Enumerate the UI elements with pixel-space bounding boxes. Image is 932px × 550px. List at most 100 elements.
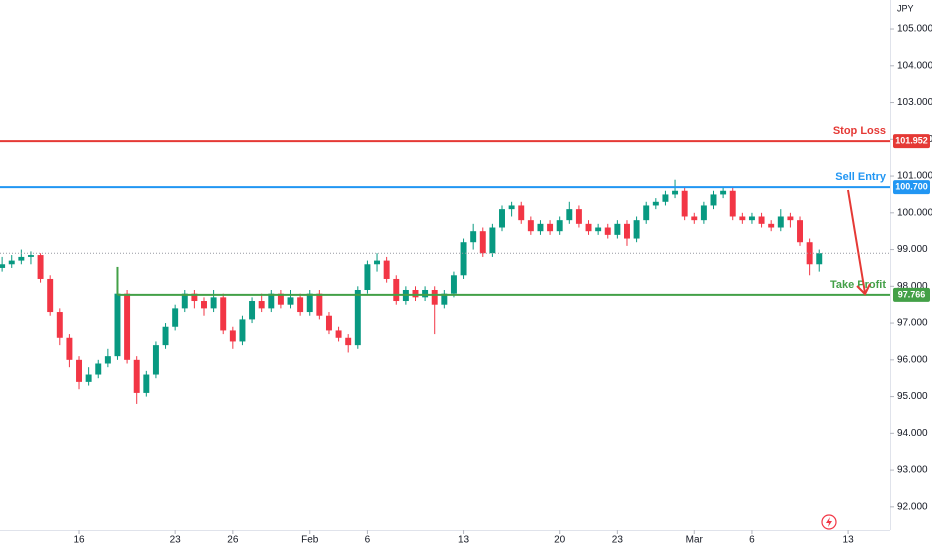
- candle-body: [720, 190, 727, 195]
- x-tick-label: 13: [843, 535, 855, 546]
- candle-body: [710, 194, 717, 206]
- candle-body: [700, 205, 707, 221]
- candle-body: [566, 209, 573, 221]
- candle-body: [277, 293, 284, 305]
- y-tick-label: 98.000: [897, 281, 928, 292]
- candle-body: [56, 312, 63, 338]
- candle-body: [258, 301, 265, 309]
- candle-body: [422, 289, 429, 298]
- candle-body: [441, 293, 448, 305]
- candle-body: [306, 293, 313, 313]
- candle-body: [364, 264, 371, 290]
- candle-body: [556, 220, 563, 232]
- y-tick-label: 92.000: [897, 501, 928, 512]
- y-tick-label: 94.000: [897, 428, 928, 439]
- candle-body: [537, 223, 544, 232]
- candle-body: [172, 308, 179, 327]
- candle-body: [162, 326, 169, 346]
- candle-body: [18, 256, 25, 261]
- candle-body: [354, 289, 361, 346]
- candle-body: [797, 220, 803, 243]
- candle-body: [220, 297, 227, 331]
- candle-body: [297, 297, 304, 313]
- lightning-bolt: [826, 517, 832, 527]
- candle-body: [643, 205, 650, 221]
- candle-body: [623, 223, 630, 239]
- arrow-head: [856, 283, 871, 296]
- plot: 92.000 93.000 94.000 95.000 96.000 97.000 98.0…: [0, 24, 932, 546]
- candle-body: [479, 231, 486, 254]
- candle-body: [133, 359, 140, 393]
- candle-body: [672, 190, 679, 195]
- level-price-label: 101.952: [895, 135, 928, 145]
- x-tick-label: 13: [458, 535, 470, 546]
- lightning-icon[interactable]: [821, 514, 837, 530]
- candle-body: [527, 220, 534, 232]
- level-name: Take Profit: [830, 279, 886, 291]
- x-tick-label: 20: [554, 535, 566, 546]
- candle-body: [383, 260, 390, 279]
- candle-body: [47, 278, 54, 313]
- candle-body: [95, 363, 102, 375]
- candle-body: [393, 278, 400, 302]
- candle-body: [729, 190, 736, 217]
- candle-body: [806, 242, 813, 265]
- candle-body: [604, 227, 611, 235]
- level-price-label: 100.700: [895, 181, 928, 191]
- candle-body: [585, 223, 592, 232]
- candle-body: [152, 345, 159, 375]
- level-price-label: 97.766: [898, 289, 926, 299]
- y-tick-label: 104.000: [897, 60, 932, 71]
- candle-body: [76, 359, 83, 382]
- candle-body: [37, 255, 44, 279]
- candle-body: [374, 260, 381, 265]
- x-tick-label: Mar: [686, 535, 704, 546]
- x-tick-label: 23: [612, 535, 624, 546]
- candle-body: [191, 293, 198, 302]
- y-tick-label: 103.000: [897, 97, 932, 108]
- arrow-shaft: [847, 189, 866, 294]
- candle-body: [8, 260, 15, 265]
- y-tick-label: 105.000: [897, 24, 932, 35]
- level-price-box: [893, 134, 930, 149]
- candle-body: [287, 297, 294, 305]
- candle-body: [739, 216, 746, 221]
- candle-body: [470, 231, 477, 243]
- level-name: Sell Entry: [835, 171, 887, 183]
- candle-body: [249, 301, 256, 320]
- candle-body: [633, 220, 640, 239]
- y-tick-label: 101.000: [897, 171, 932, 182]
- candle-body: [201, 301, 207, 309]
- x-tick-label: 23: [170, 535, 182, 546]
- y-tick-label: 99.000: [897, 244, 928, 255]
- candle-body: [210, 297, 217, 309]
- candle-body: [614, 223, 621, 235]
- candle-body: [691, 216, 698, 221]
- level-price-box: [893, 287, 930, 302]
- candle-body: [450, 275, 457, 294]
- candle-body: [816, 253, 823, 265]
- x-tick-label: Feb: [301, 535, 319, 546]
- candle-body: [758, 216, 765, 224]
- candle-body: [124, 293, 131, 360]
- x-tick-label: 26: [227, 535, 239, 546]
- level-price-box: [893, 180, 930, 195]
- candle-body: [662, 194, 669, 202]
- y-tick-label: 96.000: [897, 354, 928, 365]
- candle-body: [748, 216, 755, 221]
- candle-body: [85, 374, 92, 382]
- candle-body: [229, 330, 236, 342]
- candle-body: [0, 264, 6, 268]
- x-tick-label: 16: [73, 535, 85, 546]
- candle-body: [114, 293, 121, 357]
- candle-body: [652, 201, 659, 206]
- candle-body: [518, 205, 525, 221]
- candle-body: [595, 227, 602, 232]
- candle-body: [547, 223, 554, 232]
- level-name: Stop Loss: [833, 125, 886, 137]
- candle-body: [316, 293, 323, 316]
- candle-body: [681, 190, 688, 217]
- candle-body: [325, 315, 332, 331]
